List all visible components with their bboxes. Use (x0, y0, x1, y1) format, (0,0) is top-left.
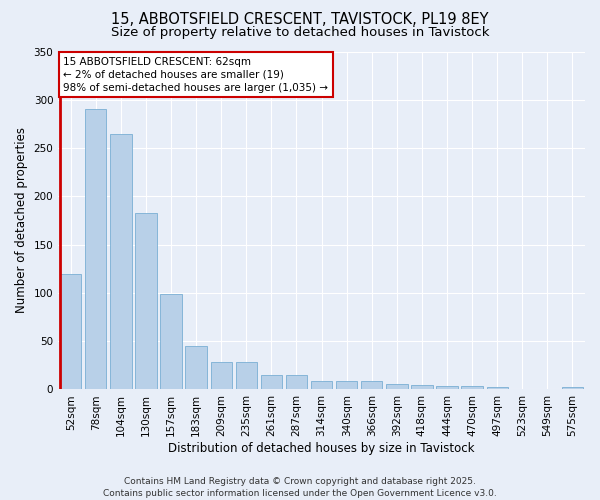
Bar (487, 386, 508, 390)
Bar (160, 294, 182, 390)
Bar (60, 274, 82, 390)
Bar (85, 110, 106, 390)
Y-axis label: Number of detached properties: Number of detached properties (15, 128, 28, 314)
Bar (386, 384, 407, 390)
Bar (411, 384, 433, 390)
Text: Contains HM Land Registry data © Crown copyright and database right 2025.
Contai: Contains HM Land Registry data © Crown c… (103, 476, 497, 498)
Bar (311, 381, 332, 390)
Bar (261, 375, 282, 390)
Text: 15 ABBOTSFIELD CRESCENT: 62sqm
← 2% of detached houses are smaller (19)
98% of s: 15 ABBOTSFIELD CRESCENT: 62sqm ← 2% of d… (64, 56, 328, 93)
Text: Size of property relative to detached houses in Tavistock: Size of property relative to detached ho… (111, 26, 489, 39)
Bar (436, 386, 458, 390)
X-axis label: Distribution of detached houses by size in Tavistock: Distribution of detached houses by size … (169, 442, 475, 455)
Bar (562, 386, 583, 390)
Bar (361, 381, 382, 390)
Text: 15, ABBOTSFIELD CRESCENT, TAVISTOCK, PL19 8EY: 15, ABBOTSFIELD CRESCENT, TAVISTOCK, PL1… (111, 12, 489, 28)
Bar (185, 346, 207, 390)
Bar (236, 362, 257, 390)
Bar (136, 213, 157, 390)
Bar (211, 362, 232, 390)
Bar (461, 386, 483, 390)
Bar (110, 134, 131, 390)
Bar (336, 381, 358, 390)
Bar (286, 375, 307, 390)
